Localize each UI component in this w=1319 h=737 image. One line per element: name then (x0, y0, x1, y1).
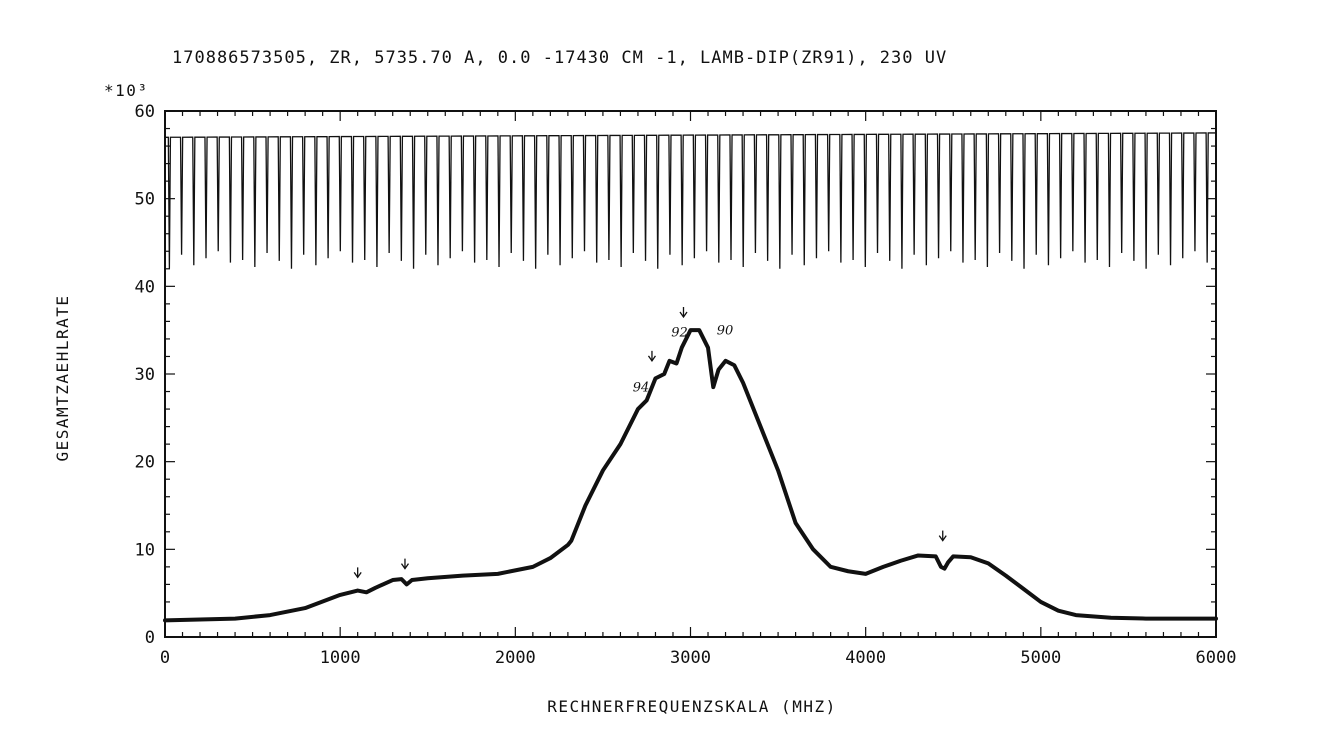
x-tick-label: 4000 (845, 648, 886, 668)
chart-title: 170886573505, ZR, 5735.70 A, 0.0 -17430 … (172, 48, 947, 68)
annotations: 94 92 90 (353, 307, 947, 579)
y-tick-label: 30 (135, 365, 155, 385)
y-tick-label: 0 (145, 628, 155, 648)
x-tick-label: 0 (160, 648, 170, 668)
y-multiplier: *10³ (104, 81, 149, 100)
x-tick-label: 1000 (320, 648, 361, 668)
reference-dip-series (164, 132, 1217, 269)
arrow-head (679, 311, 688, 319)
arrow-head (353, 572, 362, 579)
y-tick-label: 10 (135, 540, 155, 560)
y-tick-label: 50 (135, 190, 155, 210)
arrow-head (647, 355, 656, 362)
axis-ticks (164, 110, 1217, 638)
x-axis-label: RECHNERFREQUENZSKALA (MHZ) (547, 697, 836, 716)
arrow-head (938, 535, 947, 542)
y-tick-label: 20 (135, 453, 155, 473)
spectrum-series (163, 328, 1218, 623)
x-tick-label: 3000 (670, 648, 711, 668)
x-tick-label: 6000 (1196, 648, 1237, 668)
peak-annotation: 90 (717, 324, 734, 339)
plot-frame (164, 110, 1217, 638)
peak-annotation: 92 (671, 325, 688, 340)
reference-dip-line (164, 132, 1217, 269)
x-tick-label: 2000 (495, 648, 536, 668)
peak-annotation: 94 (633, 381, 650, 396)
y-tick-label: 60 (135, 102, 155, 122)
spectrum-line (163, 328, 1218, 623)
tick-labels: 0 1000 2000 3000 4000 5000 6000 0 10 20 30 40 50 60 (135, 102, 1237, 668)
y-axis-label: GESAMTZAEHLRATE (53, 295, 72, 462)
x-tick-label: 5000 (1020, 648, 1061, 668)
arrow-head (400, 563, 410, 570)
y-tick-label: 40 (135, 277, 155, 297)
